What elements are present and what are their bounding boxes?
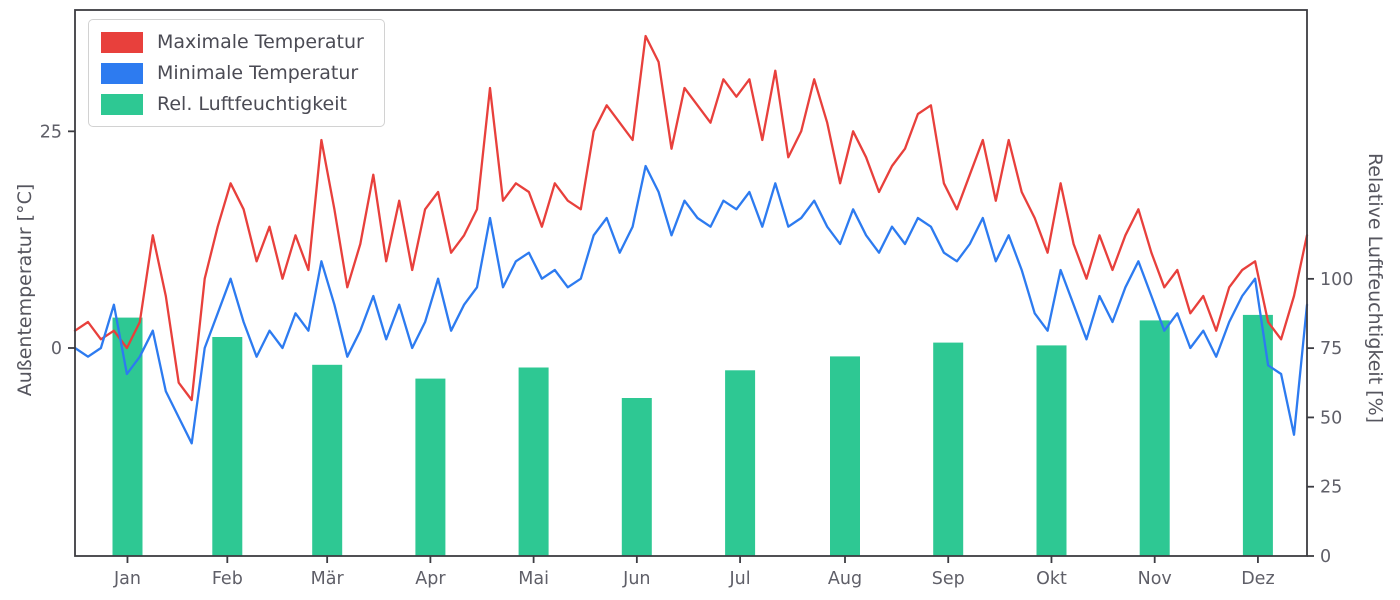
humidity-bar <box>1242 314 1273 556</box>
right-tick-label: 25 <box>1320 478 1342 498</box>
humidity-bar <box>312 364 343 556</box>
x-tick-label: Apr <box>415 569 446 589</box>
humidity-bar <box>830 356 860 556</box>
humidity-bar <box>725 370 756 556</box>
x-tick-label: Dez <box>1241 569 1274 589</box>
x-tick-label: Jun <box>622 569 650 589</box>
min-temp-swatch <box>101 62 143 84</box>
legend-item-humidity: Rel. Luftfeuchtigkeit <box>101 93 364 115</box>
humidity-bar <box>212 337 243 556</box>
humidity-bar <box>112 317 143 556</box>
right-tick-label: 100 <box>1320 270 1353 290</box>
chart-legend: Maximale Temperatur Minimale Temperatur … <box>88 19 385 127</box>
max-temp-line <box>73 34 1309 402</box>
min-temp-line <box>73 164 1309 445</box>
humidity-bar <box>621 398 652 556</box>
humidity-bar <box>1036 345 1067 556</box>
humidity-swatch <box>101 93 143 115</box>
axis-tick-labels: Jan Feb Mär Apr Mai Jun Jul Aug Sep Okt Nov Dez 0 25 0… <box>40 122 1354 589</box>
x-tick-label: Mär <box>311 569 345 589</box>
left-axis-label: Außentemperatur [°C] <box>14 183 36 397</box>
right-axis-label: Relative Luftfeuchtigkeit [%] <box>1364 152 1386 424</box>
left-tick-label: 0 <box>51 339 62 359</box>
x-tick-label: Nov <box>1138 569 1172 589</box>
right-tick-label: 50 <box>1320 408 1342 428</box>
x-tick-label: Okt <box>1036 569 1067 589</box>
axis-ticks <box>68 130 1314 563</box>
max-temp-swatch <box>101 31 143 53</box>
plot-spines <box>74 9 1308 557</box>
humidity-bar <box>415 378 446 556</box>
legend-item-max-temp: Maximale Temperatur <box>101 31 364 53</box>
legend-label-max-temp: Maximale Temperatur <box>157 31 364 53</box>
x-tick-label: Mai <box>518 569 549 589</box>
x-tick-label: Jan <box>113 569 141 589</box>
humidity-bar <box>1139 320 1170 556</box>
x-tick-label: Sep <box>932 569 965 589</box>
legend-label-humidity: Rel. Luftfeuchtigkeit <box>157 93 347 115</box>
x-tick-label: Aug <box>828 569 862 589</box>
humidity-bar <box>518 367 549 556</box>
humidity-bar <box>933 342 964 556</box>
humidity-bars <box>112 314 1273 556</box>
right-tick-label: 75 <box>1320 339 1342 359</box>
legend-item-min-temp: Minimale Temperatur <box>101 62 364 84</box>
left-tick-label: 25 <box>40 122 62 142</box>
right-tick-label: 0 <box>1320 547 1331 567</box>
x-tick-label: Feb <box>212 569 243 589</box>
legend-label-min-temp: Minimale Temperatur <box>157 62 359 84</box>
x-tick-label: Jul <box>729 569 751 589</box>
